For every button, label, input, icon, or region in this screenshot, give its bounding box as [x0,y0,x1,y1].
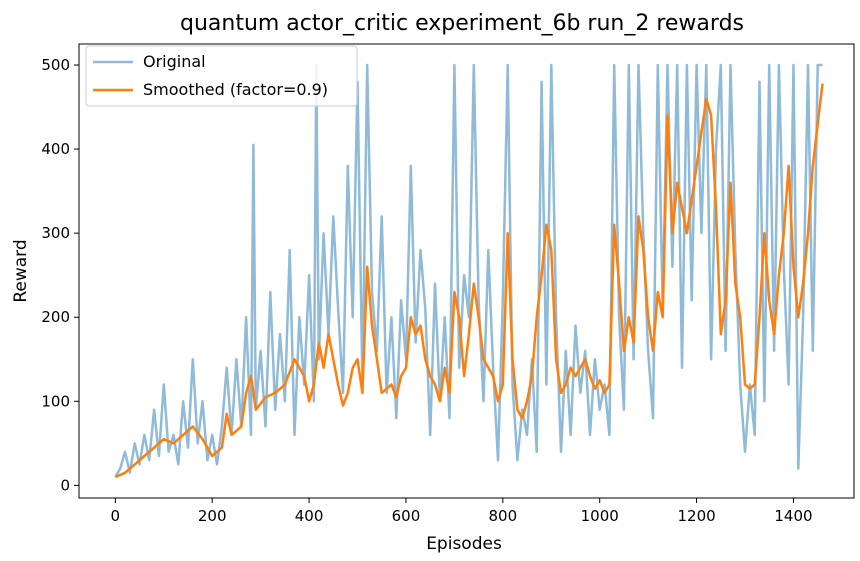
x-axis-label: Episodes [426,534,502,554]
y-tick-label: 400 [41,140,70,158]
legend-box [85,45,358,107]
x-tick-label: 800 [489,507,518,525]
y-axis-label: Reward [11,239,31,302]
plot-area-frame [78,43,855,499]
series-layer [114,63,824,479]
x-tick-label: 1400 [774,507,812,525]
x-tick-label: 400 [295,507,324,525]
y-tick-label: 300 [41,224,70,242]
x-tick-label: 600 [392,507,421,525]
x-tick-label: 0 [111,507,121,525]
x-tick-label: 1000 [581,507,619,525]
x-tick-label: 200 [198,507,227,525]
y-tick-label: 200 [41,308,70,326]
chart-title: quantum actor_critic experiment_6b run_2… [180,11,744,36]
y-tick-label: 100 [41,392,70,410]
y-tick-label: 0 [60,476,70,494]
y-axis-ticks: 0 100 200 300 400 500 [41,56,79,494]
series-smoothed-line [114,83,824,479]
legend-label-original: Original [143,52,206,71]
y-tick-label: 500 [41,56,70,74]
chart-legend: Original Smoothed (factor=0.9) [85,45,358,107]
x-tick-label: 1200 [677,507,715,525]
x-axis-ticks: 0 200 400 600 800 1000 1200 1400 [111,498,813,525]
legend-label-smoothed: Smoothed (factor=0.9) [143,80,328,99]
series-original-line [114,63,823,478]
